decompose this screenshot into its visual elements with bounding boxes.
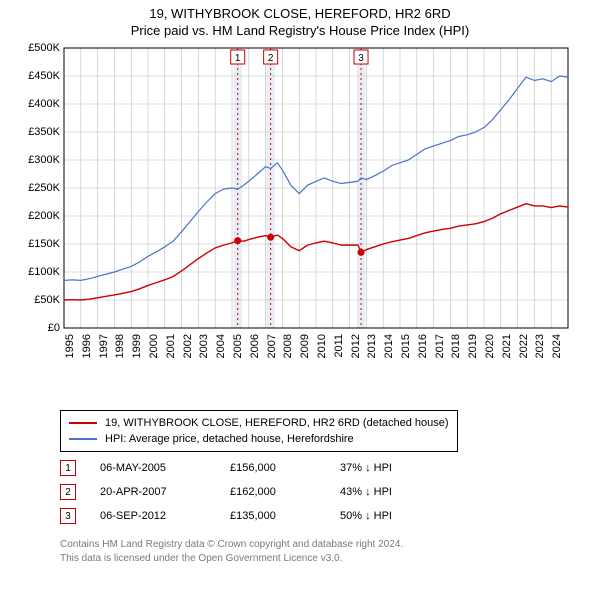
marker-pct: 43% ↓ HPI <box>340 486 460 498</box>
legend-swatch <box>69 422 97 424</box>
marker-dot <box>267 234 274 241</box>
y-axis-label: £250K <box>16 182 60 194</box>
marker-dot <box>234 237 241 244</box>
x-axis-label: 2001 <box>165 334 177 364</box>
marker-row-badge: 2 <box>60 484 76 500</box>
x-axis-label: 2003 <box>198 334 210 364</box>
x-axis-label: 2007 <box>266 334 278 364</box>
x-axis-label: 2000 <box>148 334 160 364</box>
marker-date: 20-APR-2007 <box>100 486 230 498</box>
license-text: Contains HM Land Registry data © Crown c… <box>60 538 403 565</box>
line-chart: 1 2 3 <box>16 44 584 364</box>
x-axis-label: 2005 <box>232 334 244 364</box>
svg-text:3: 3 <box>358 53 364 64</box>
marker-badge: 2 <box>264 50 278 64</box>
x-axis-label: 2016 <box>417 334 429 364</box>
y-axis-label: £500K <box>16 42 60 54</box>
license-line1: Contains HM Land Registry data © Crown c… <box>60 538 403 552</box>
legend-item: HPI: Average price, detached house, Here… <box>69 431 449 447</box>
x-axis-label: 2020 <box>484 334 496 364</box>
license-line2: This data is licensed under the Open Gov… <box>60 552 403 566</box>
x-axis-label: 2012 <box>350 334 362 364</box>
x-axis-label: 2008 <box>282 334 294 364</box>
y-axis-label: £100K <box>16 266 60 278</box>
legend-item: 19, WITHYBROOK CLOSE, HEREFORD, HR2 6RD … <box>69 415 449 431</box>
marker-price: £156,000 <box>230 462 340 474</box>
legend: 19, WITHYBROOK CLOSE, HEREFORD, HR2 6RD … <box>60 410 458 452</box>
x-axis-label: 1997 <box>98 334 110 364</box>
x-axis-label: 2011 <box>333 334 345 364</box>
x-axis-label: 2014 <box>383 334 395 364</box>
chart-area: 1 2 3 £0 £50K £100K £150K £200K £250K £300K £350K… <box>16 44 584 364</box>
x-axis-label: 2002 <box>182 334 194 364</box>
x-axis-label: 2017 <box>434 334 446 364</box>
x-axis-label: 2013 <box>366 334 378 364</box>
x-axis-label: 2004 <box>215 334 227 364</box>
y-axis-label: £450K <box>16 70 60 82</box>
legend-swatch <box>69 438 97 440</box>
y-axis-label: £400K <box>16 98 60 110</box>
marker-date: 06-MAY-2005 <box>100 462 230 474</box>
legend-label: HPI: Average price, detached house, Here… <box>105 433 354 445</box>
x-axis-label: 2009 <box>299 334 311 364</box>
y-axis-label: £200K <box>16 210 60 222</box>
marker-price: £135,000 <box>230 510 340 522</box>
x-axis-label: 1998 <box>114 334 126 364</box>
page-title: 19, WITHYBROOK CLOSE, HEREFORD, HR2 6RD <box>0 0 600 21</box>
marker-badge: 3 <box>354 50 368 64</box>
y-axis-label: £300K <box>16 154 60 166</box>
marker-pct: 50% ↓ HPI <box>340 510 460 522</box>
x-axis-label: 2015 <box>400 334 412 364</box>
y-axis-label: £350K <box>16 126 60 138</box>
y-axis-label: £50K <box>16 294 60 306</box>
legend-label: 19, WITHYBROOK CLOSE, HEREFORD, HR2 6RD … <box>105 417 449 429</box>
y-axis-label: £0 <box>16 322 60 334</box>
marker-row-badge: 1 <box>60 460 76 476</box>
x-axis-label: 2023 <box>534 334 546 364</box>
marker-price: £162,000 <box>230 486 340 498</box>
marker-pct: 37% ↓ HPI <box>340 462 460 474</box>
x-axis-label: 2018 <box>450 334 462 364</box>
x-axis-label: 2021 <box>501 334 513 364</box>
x-axis-label: 1995 <box>64 334 76 364</box>
x-axis-label: 2019 <box>467 334 479 364</box>
marker-table: 1 06-MAY-2005£156,00037% ↓ HPI 2 20-APR-200… <box>60 456 460 528</box>
marker-dot <box>358 249 365 256</box>
x-axis-label: 1996 <box>81 334 93 364</box>
x-axis-label: 2006 <box>249 334 261 364</box>
x-axis-label: 1999 <box>131 334 143 364</box>
marker-badge: 1 <box>231 50 245 64</box>
marker-date: 06-SEP-2012 <box>100 510 230 522</box>
y-axis-label: £150K <box>16 238 60 250</box>
page-subtitle: Price paid vs. HM Land Registry's House … <box>0 21 600 44</box>
marker-row: 2 20-APR-2007£162,00043% ↓ HPI <box>60 480 460 504</box>
svg-text:1: 1 <box>235 53 241 64</box>
marker-row: 3 06-SEP-2012£135,00050% ↓ HPI <box>60 504 460 528</box>
svg-text:2: 2 <box>268 53 274 64</box>
marker-row: 1 06-MAY-2005£156,00037% ↓ HPI <box>60 456 460 480</box>
x-axis-label: 2010 <box>316 334 328 364</box>
x-axis-label: 2024 <box>551 334 563 364</box>
marker-row-badge: 3 <box>60 508 76 524</box>
x-axis-label: 2022 <box>518 334 530 364</box>
